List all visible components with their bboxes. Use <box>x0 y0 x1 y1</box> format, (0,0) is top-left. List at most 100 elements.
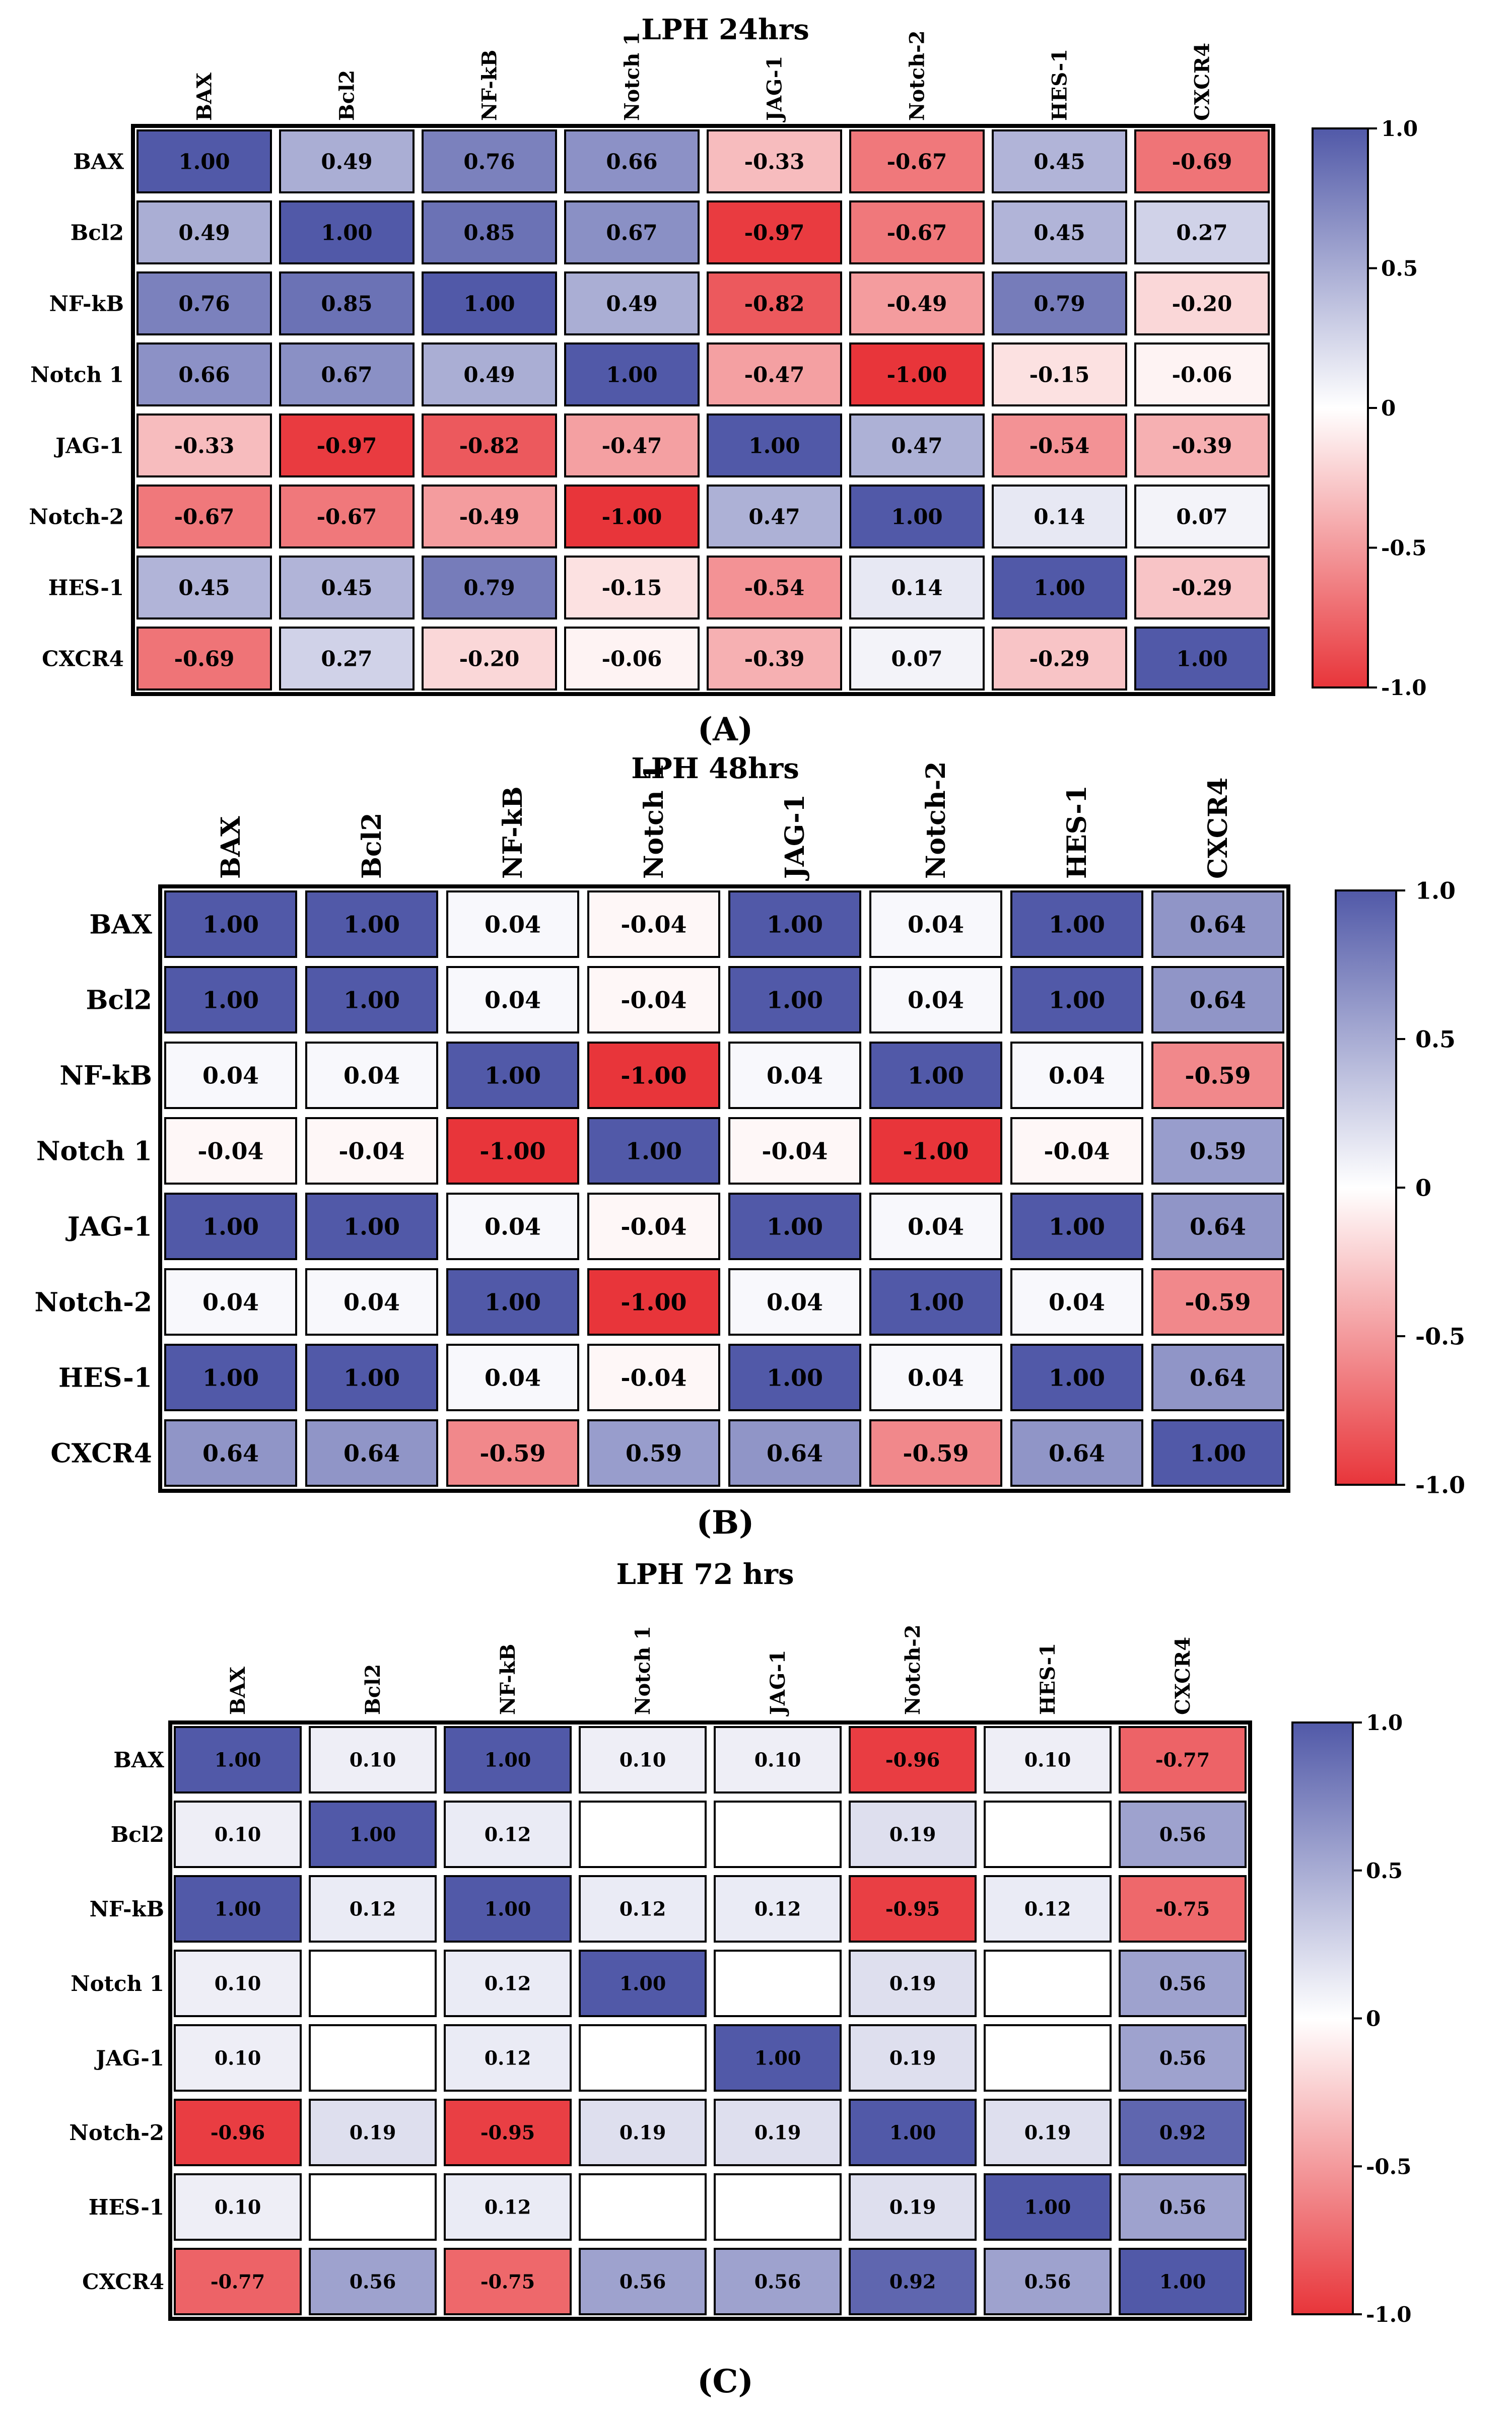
cell-value-label: 1.00 <box>748 434 800 458</box>
cell-value-label: -0.69 <box>174 647 235 671</box>
cell-value-label: 1.00 <box>343 1364 400 1392</box>
cell-value-label: 0.04 <box>908 987 964 1014</box>
cell-value-label: 1.00 <box>485 1289 541 1316</box>
cell-value-label: 0.56 <box>1159 2047 1206 2070</box>
column-label: CXCR4 <box>1203 777 1233 879</box>
cell-value-label: 0.49 <box>463 363 515 387</box>
heatmap-cell <box>1134 200 1270 264</box>
heatmap-cell <box>564 342 700 406</box>
cell-value-label: 0.49 <box>321 150 372 174</box>
heatmap-cell <box>174 1950 302 2017</box>
heatmap-cell <box>136 200 272 264</box>
cell-value-label: -0.04 <box>197 1138 263 1165</box>
heatmap-cell <box>1134 271 1270 335</box>
cell-value-label: 0.85 <box>463 221 515 245</box>
heatmap-cell <box>309 2173 437 2241</box>
cell-value-label: -0.33 <box>744 150 805 174</box>
heatmap-cell <box>579 1875 707 1943</box>
cell-value-label: -0.49 <box>459 505 520 529</box>
heatmap-cell <box>579 2099 707 2166</box>
cell-value-label: 0.64 <box>1190 1364 1246 1392</box>
cell-value-label: 0.04 <box>908 1213 964 1240</box>
heatmap-cell <box>422 556 557 619</box>
heatmap-cell <box>728 1042 861 1109</box>
cell-value-label: 0.79 <box>463 576 515 600</box>
cell-value-label: 0.56 <box>1024 2270 1071 2293</box>
heatmap-cell <box>728 1419 861 1487</box>
column-label: Notch-2 <box>901 1624 925 1715</box>
column-label: JAG-1 <box>766 1650 790 1716</box>
heatmap-cell <box>714 2248 842 2315</box>
heatmap-cell <box>1119 1950 1247 2017</box>
heatmap-cell <box>992 200 1127 264</box>
heatmap-cell <box>422 200 557 264</box>
cell-value-label: 0.56 <box>754 2270 801 2293</box>
column-label: BAX <box>216 816 246 879</box>
colorbar <box>1335 889 1397 1486</box>
cell-value-label: 0.12 <box>754 1898 801 1920</box>
cell-value-label: -0.59 <box>903 1440 969 1467</box>
column-label: Notch 1 <box>639 763 669 879</box>
cell-value-label: 0.92 <box>889 2270 936 2293</box>
colorbar-tick-label: 0 <box>1415 1175 1431 1202</box>
cell-value-label: 0.66 <box>606 150 657 174</box>
cell-value-label: -0.97 <box>317 434 377 458</box>
heatmap-cell <box>444 1875 572 1943</box>
heatmap-cell <box>279 413 415 477</box>
heatmap-cell <box>279 129 415 193</box>
heatmap-cell <box>587 1344 720 1411</box>
cell-value-label: 1.00 <box>1049 1364 1105 1392</box>
heatmap-cell <box>1134 627 1270 691</box>
heatmap-cell <box>422 627 557 691</box>
cell-value-label: 1.00 <box>215 1749 261 1771</box>
cell-value-label: 0.67 <box>606 221 657 245</box>
column-label: BAX <box>193 73 217 121</box>
row-label: BAX <box>73 150 124 174</box>
colorbar-tick-label: 0.5 <box>1366 1858 1403 1883</box>
heatmap-cell <box>984 2173 1112 2241</box>
cell-value-label: -1.00 <box>479 1138 545 1165</box>
heatmap-cell <box>305 1042 438 1109</box>
heatmap-cell <box>849 1801 977 1868</box>
cell-value-label: 1.00 <box>1024 2196 1071 2219</box>
cell-value-label: 0.47 <box>748 505 800 529</box>
heatmap-cell <box>587 1419 720 1487</box>
cell-value-label: 0.56 <box>620 2270 666 2293</box>
cell-value-label: 0.04 <box>908 1364 964 1392</box>
column-label: JAG-1 <box>763 56 787 122</box>
heatmap-cell <box>446 1193 579 1260</box>
row-label: Bcl2 <box>111 1822 164 1847</box>
heatmap-cell <box>869 890 1002 958</box>
cell-value-label: 0.04 <box>767 1062 823 1089</box>
cell-value-label: 0.85 <box>321 292 372 316</box>
column-label: CXCR4 <box>1171 1637 1195 1715</box>
heatmap-cell <box>164 890 297 958</box>
column-label: CXCR4 <box>1191 43 1214 121</box>
heatmap-cell <box>714 2099 842 2166</box>
heatmap-cell <box>1151 1344 1284 1411</box>
heatmap-cell <box>707 342 842 406</box>
heatmap-cell <box>984 1801 1112 1868</box>
cell-value-label: 0.92 <box>1159 2121 1206 2144</box>
heatmap-cell <box>869 1419 1002 1487</box>
row-label: JAG-1 <box>94 2046 164 2071</box>
cell-value-label: 1.00 <box>485 1749 531 1771</box>
cell-value-label: 0.14 <box>891 576 942 600</box>
heatmap-cell <box>1119 1875 1247 1943</box>
heatmap-cell <box>849 342 985 406</box>
heatmap-cell <box>446 966 579 1033</box>
cell-value-label: -0.15 <box>602 576 662 600</box>
heatmap-cell <box>707 627 842 691</box>
cell-value-label: -0.47 <box>602 434 662 458</box>
heatmap-cell <box>728 1117 861 1185</box>
cell-value-label: -0.97 <box>744 221 805 245</box>
cell-value-label: -0.59 <box>479 1440 545 1467</box>
cell-value-label: 0.12 <box>1024 1898 1071 1920</box>
heatmap-cell <box>1010 890 1143 958</box>
cell-value-label: -0.04 <box>621 1213 686 1240</box>
heatmap-cell <box>174 2248 302 2315</box>
cell-value-label: 0.10 <box>620 1749 666 1771</box>
row-label: HES-1 <box>58 1363 152 1394</box>
